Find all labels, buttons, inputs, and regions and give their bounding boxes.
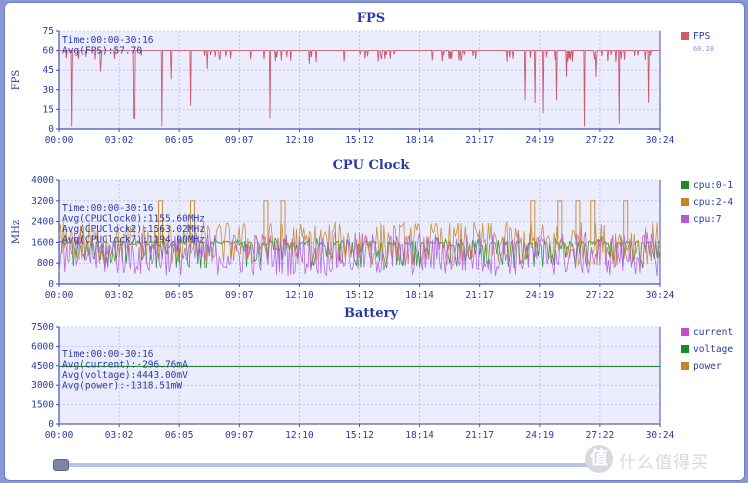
- battery-annotation: Avg(power):-1318.51mW: [62, 381, 182, 392]
- cpu-xtick-label: 18:14: [405, 290, 434, 301]
- timeline-slider-track[interactable]: [55, 463, 595, 467]
- fps-xtick-label: 03:02: [105, 135, 134, 146]
- battery-legend-label: voltage: [693, 344, 733, 355]
- battery-xtick-label: 27:22: [586, 430, 615, 441]
- battery-xtick-label: 00:00: [45, 430, 74, 441]
- battery-xtick-label: 24:19: [525, 430, 554, 441]
- fps-ytick-label: 45: [43, 65, 54, 76]
- cpu-annotation: Time:00:00-30:16: [62, 203, 154, 214]
- fps-ytick-label: 15: [43, 104, 54, 115]
- battery-annotation: Time:00:00-30:16: [62, 349, 154, 360]
- cpu-ytick-label: 800: [37, 258, 54, 269]
- fps-annotation: Time:00:00-30:16: [62, 35, 154, 46]
- fps-series-line: [59, 50, 660, 127]
- cpu-peak-mark: [590, 200, 596, 245]
- fps-xtick-label: 06:05: [165, 135, 194, 146]
- fps-xtick-label: 27:22: [586, 135, 615, 146]
- cpu-legend-label: cpu:0-1: [693, 180, 733, 191]
- cpu-annotation: Avg(CPUClock2):1563.02MHz: [62, 224, 205, 235]
- fps-legend-value: 60.28: [693, 45, 714, 53]
- battery-ytick-label: 0: [48, 419, 54, 430]
- battery-ytick-label: 4500: [31, 361, 54, 372]
- fps-legend-swatch: [681, 32, 689, 40]
- cpu-ytick-label: 1600: [31, 237, 54, 248]
- battery-xtick-label: 21:17: [465, 430, 494, 441]
- cpu-xtick-label: 27:22: [586, 290, 615, 301]
- fps-ytick-label: 30: [43, 85, 55, 96]
- cpu-legend-label: cpu:7: [693, 214, 722, 225]
- cpu-xtick-label: 12:10: [285, 290, 314, 301]
- cpu-peak-mark: [280, 200, 286, 245]
- fps-xtick-label: 30:24: [646, 135, 675, 146]
- site-watermark: 值 什么值得买: [583, 443, 743, 477]
- cpu-ylabel: MHz: [11, 220, 22, 244]
- performance-monitor-window: FPS FPS 0 15 30 45 60 75 00:00 03:02 06:05 09:07 12:…: [4, 2, 745, 481]
- battery-title: Battery: [344, 306, 399, 321]
- cpu-xtick-label: 30:24: [646, 290, 675, 301]
- cpu-peak-mark: [557, 200, 563, 245]
- charts-canvas: FPS FPS 0 15 30 45 60 75 00:00 03:02 06:05 09:07 12:…: [11, 11, 733, 441]
- battery-ytick-label: 6000: [31, 341, 54, 352]
- cpu-ytick-label: 4000: [31, 175, 54, 186]
- cpu-peak-mark: [575, 200, 581, 245]
- fps-ytick-label: 60: [43, 46, 55, 57]
- battery-legend-label: current: [693, 327, 733, 338]
- cpu-annotation: Avg(CPUClock0):1155.60MHz: [62, 214, 205, 225]
- fps-xtick-label: 21:17: [465, 135, 494, 146]
- cpu-legend-label: cpu:2-4: [693, 197, 733, 208]
- fps-xtick-label: 18:14: [405, 135, 434, 146]
- cpu-title: CPU Clock: [333, 158, 411, 173]
- cpu-ytick-label: 2400: [31, 217, 54, 228]
- battery-xtick-label: 18:14: [405, 430, 434, 441]
- cpu-peak-mark: [263, 200, 269, 245]
- cpu-xtick-label: 24:19: [525, 290, 554, 301]
- battery-xtick-label: 09:07: [225, 430, 254, 441]
- cpu-peak-mark: [158, 200, 163, 245]
- cpu-xtick-label: 06:05: [165, 290, 194, 301]
- fps-xtick-label: 15:12: [345, 135, 374, 146]
- battery-legend-label: power: [693, 361, 722, 372]
- battery-xtick-label: 15:12: [345, 430, 374, 441]
- battery-ytick-label: 3000: [31, 380, 54, 391]
- cpu-xtick-label: 00:00: [45, 290, 74, 301]
- cpu-series-cpu-7: [58, 231, 661, 277]
- cpu-peak-mark: [530, 200, 536, 245]
- cpu-peak-mark: [623, 200, 629, 245]
- fps-xtick-label: 12:10: [285, 135, 314, 146]
- fps-annotation: Avg(FPS):57.70: [62, 46, 142, 57]
- battery-legend-swatch: [681, 345, 689, 353]
- timeline-slider-handle[interactable]: [53, 459, 69, 471]
- fps-xtick-label: 24:19: [525, 135, 554, 146]
- cpu-legend-swatch: [681, 181, 689, 189]
- cpu-xtick-label: 15:12: [345, 290, 374, 301]
- battery-ytick-label: 7500: [31, 322, 54, 333]
- battery-xtick-label: 12:10: [285, 430, 314, 441]
- cpu-legend-swatch: [681, 198, 689, 206]
- fps-xtick-label: 00:00: [45, 135, 74, 146]
- battery-ytick-label: 1500: [31, 400, 54, 411]
- fps-legend-label: FPS: [693, 31, 710, 42]
- battery-legend-swatch: [681, 328, 689, 336]
- fps-ylabel: FPS: [11, 70, 22, 91]
- cpu-ytick-label: 0: [48, 279, 54, 290]
- cpu-xtick-label: 09:07: [225, 290, 254, 301]
- battery-annotation: Avg(voltage):4443.00mV: [62, 370, 188, 381]
- cpu-ytick-label: 3200: [31, 196, 54, 207]
- watermark-text: 什么值得买: [619, 453, 709, 473]
- cpu-xtick-label: 21:17: [465, 290, 494, 301]
- cpu-annotation: Avg(CPUClock7):1194.00MHz: [62, 235, 205, 246]
- fps-ytick-label: 75: [43, 26, 54, 37]
- fps-title: FPS: [357, 11, 385, 26]
- cpu-legend-swatch: [681, 215, 689, 223]
- battery-xtick-label: 30:24: [646, 430, 675, 441]
- cpu-xtick-label: 03:02: [105, 290, 134, 301]
- battery-xtick-label: 03:02: [105, 430, 134, 441]
- fps-ytick-label: 0: [48, 124, 54, 135]
- watermark-logo-icon: 值: [585, 445, 613, 473]
- battery-legend-swatch: [681, 362, 689, 370]
- fps-xtick-label: 09:07: [225, 135, 254, 146]
- cpu-peak-mark: [189, 200, 195, 245]
- battery-annotation: Avg(current):-296.76mA: [62, 360, 188, 371]
- battery-xtick-label: 06:05: [165, 430, 194, 441]
